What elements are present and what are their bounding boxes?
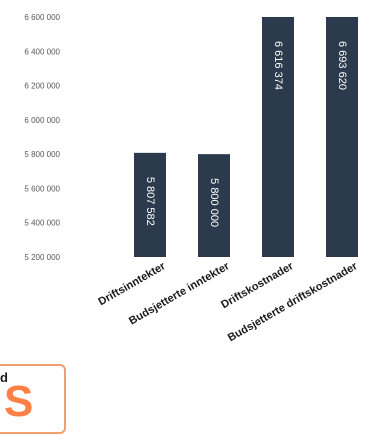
chart-area: 5 200 000 5 400 000 5 600 000 5 800 000 6 00…: [24, 13, 360, 344]
bar-data-labels: 5 807 582 5 800 000 6 616 374 6 693 620: [144, 41, 348, 227]
bar: [326, 17, 358, 257]
bar: [198, 154, 230, 257]
x-tick-label: Budsjetterte driftskostnader: [226, 260, 360, 344]
bar-data-label: 6 693 620: [336, 41, 348, 90]
bars: [134, 17, 358, 257]
y-tick-label: 6 200 000: [24, 82, 60, 91]
overlay-card: d S: [0, 364, 66, 434]
bar-data-label: 5 807 582: [144, 177, 156, 226]
y-tick-label: 5 600 000: [24, 184, 60, 193]
bar-data-label: 6 616 374: [272, 41, 284, 90]
overlay-small-text: d: [0, 370, 8, 385]
bar: [134, 152, 166, 257]
y-tick-label: 5 400 000: [24, 219, 60, 228]
y-tick-label: 6 000 000: [24, 116, 60, 125]
y-tick-label: 5 800 000: [24, 150, 60, 159]
bar-chart: 5 200 000 5 400 000 5 600 000 5 800 000 6 00…: [24, 13, 360, 344]
bar: [262, 17, 294, 257]
overlay-big-text: S: [4, 377, 34, 426]
y-tick-label: 6 400 000: [24, 47, 60, 56]
y-tick-label: 5 200 000: [24, 253, 60, 262]
bar-data-label: 5 800 000: [208, 178, 220, 227]
y-tick-label: 6 600 000: [24, 13, 60, 22]
y-axis-ticks: 5 200 000 5 400 000 5 600 000 5 800 000 6 00…: [24, 13, 60, 262]
